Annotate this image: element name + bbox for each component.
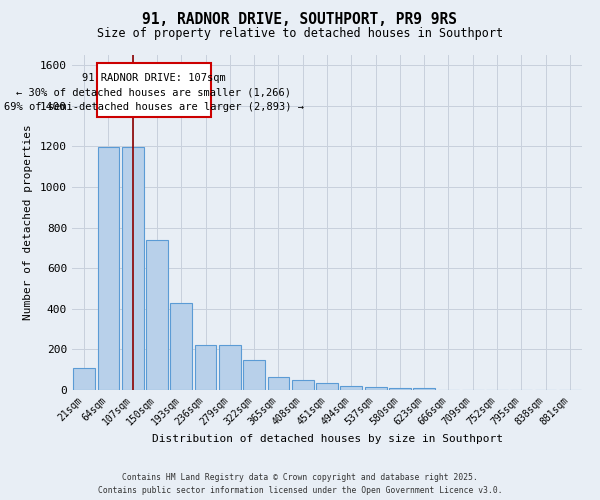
Bar	[219, 346, 241, 390]
Bar	[194, 346, 217, 390]
FancyBboxPatch shape	[97, 63, 211, 117]
Bar	[97, 148, 119, 390]
Bar	[73, 368, 95, 390]
Bar	[292, 380, 314, 390]
Bar	[340, 386, 362, 390]
Text: 91 RADNOR DRIVE: 107sqm: 91 RADNOR DRIVE: 107sqm	[82, 73, 226, 83]
Bar	[389, 388, 411, 390]
Bar	[316, 383, 338, 390]
Bar	[122, 148, 143, 390]
Y-axis label: Number of detached properties: Number of detached properties	[23, 124, 33, 320]
Text: 69% of semi-detached houses are larger (2,893) →: 69% of semi-detached houses are larger (…	[4, 102, 304, 112]
Text: Contains HM Land Registry data © Crown copyright and database right 2025.
Contai: Contains HM Land Registry data © Crown c…	[98, 474, 502, 495]
X-axis label: Distribution of detached houses by size in Southport: Distribution of detached houses by size …	[151, 434, 503, 444]
Text: ← 30% of detached houses are smaller (1,266): ← 30% of detached houses are smaller (1,…	[16, 88, 292, 98]
Bar	[365, 387, 386, 390]
Bar	[413, 388, 435, 390]
Text: 91, RADNOR DRIVE, SOUTHPORT, PR9 9RS: 91, RADNOR DRIVE, SOUTHPORT, PR9 9RS	[143, 12, 458, 28]
Bar	[268, 377, 289, 390]
Bar	[243, 360, 265, 390]
Bar	[146, 240, 168, 390]
Bar	[170, 302, 192, 390]
Text: Size of property relative to detached houses in Southport: Size of property relative to detached ho…	[97, 28, 503, 40]
